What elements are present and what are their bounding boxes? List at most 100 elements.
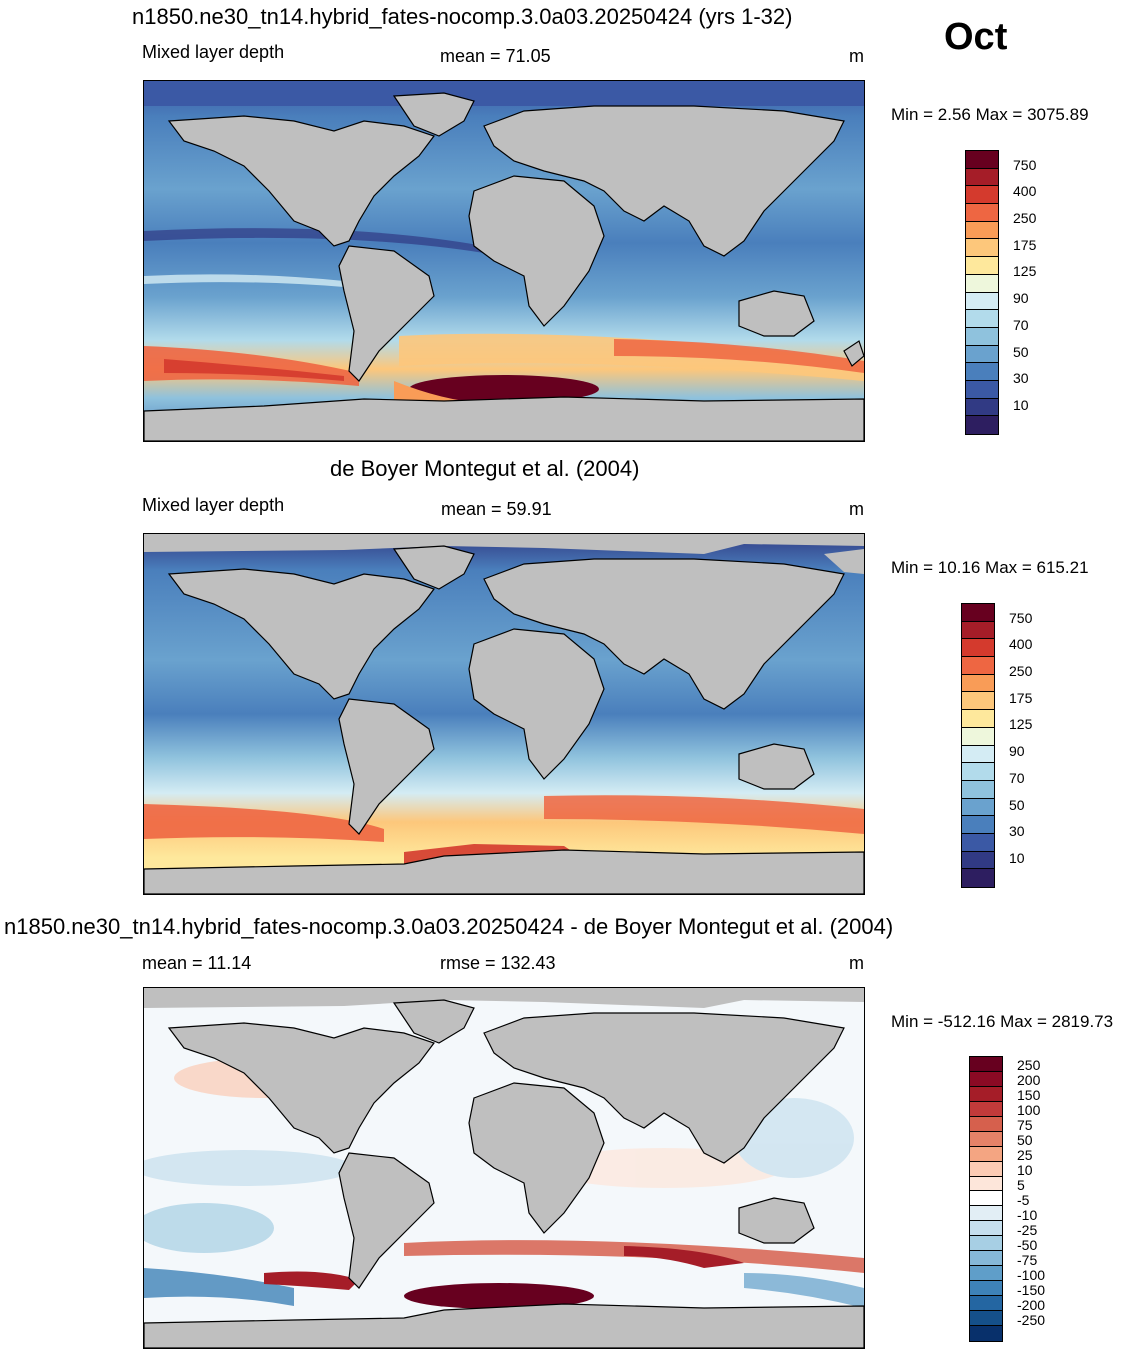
colorbar-box [962,833,994,852]
colorbar-box [962,674,994,693]
colorbar-box [962,798,994,817]
colorbar-tick-label: 70 [1009,769,1025,786]
panel-2-units: m [849,499,864,519]
colorbar-box [962,604,994,622]
colorbar-tick-label: 250 [1013,210,1037,227]
colorbar-box [962,657,994,675]
panel-1-mean-label: mean = 71.05 [440,46,551,66]
colorbar-box [966,151,998,169]
colorbar-box [962,727,994,746]
panel-2-minmax: Min = 10.16 Max = 615.21 [891,558,1089,577]
colorbar-box [970,1236,1002,1252]
colorbar-box [970,1281,1002,1296]
colorbar-box [970,1191,1002,1207]
panel-2-map [143,533,865,895]
colorbar-tick-label: 125 [1009,716,1033,733]
colorbar-tick-label: 50 [1013,343,1029,360]
colorbar-box [966,310,998,328]
colorbar-tick-label: 90 [1013,290,1029,307]
colorbar-tick-label: 30 [1013,370,1029,387]
panel-3-rmse-label: rmse = 132.43 [440,953,556,973]
colorbar-box [962,692,994,711]
colorbar-tick-label: 400 [1009,636,1033,653]
colorbar-tick-label: 50 [1017,1132,1033,1149]
panel-2-colorbar-labels: 750 400 250 175 125 90 70 50 30 10 [1009,603,1069,886]
panel-1-colorbar [965,150,999,435]
colorbar-box [970,1131,1002,1147]
colorbar-box [962,639,994,658]
colorbar-box [966,345,998,364]
colorbar-tick-label: 175 [1009,689,1033,706]
colorbar-tick-label: -200 [1017,1296,1046,1313]
colorbar-box [962,745,994,764]
colorbar-box [962,780,994,799]
colorbar-box [970,1206,1002,1222]
colorbar-tick-label: 10 [1013,396,1029,413]
colorbar-box [966,257,998,275]
colorbar-tick-label: -5 [1017,1192,1030,1208]
panel-3-map [143,987,865,1349]
colorbar-tick-label: 75 [1017,1117,1033,1134]
colorbar-tick-label: 175 [1013,236,1037,253]
colorbar-box [970,1296,1002,1311]
colorbar-box [966,186,998,205]
colorbar-box [966,221,998,240]
colorbar-box [970,1310,1002,1326]
panel-3-colorbar [969,1056,1003,1342]
panel-2-title: de Boyer Montegut et al. (2004) [330,456,640,481]
colorbar-box [970,1325,1002,1341]
panel-2-land [144,534,864,894]
colorbar-box [970,1251,1002,1267]
colorbar-box [970,1176,1002,1192]
colorbar-tick-label: 10 [1009,849,1025,866]
panel-2-colorbar [961,603,995,888]
colorbar-box [970,1146,1002,1162]
colorbar-tick-label: 750 [1013,156,1037,173]
panel-3-mean-label: mean = 11.14 [142,953,252,973]
colorbar-box [962,621,994,640]
colorbar-tick-label: 200 [1017,1072,1041,1089]
colorbar-box [970,1116,1002,1132]
month-label: Oct [944,16,1008,58]
panel-2-variable-label: Mixed layer depth [142,495,285,515]
colorbar-box [970,1086,1002,1102]
colorbar-tick-label: 10 [1017,1162,1033,1179]
colorbar-tick-label: -25 [1017,1221,1038,1238]
panel-1-map-svg [144,81,864,441]
panel-3-land [144,988,864,1348]
colorbar-box [962,869,994,887]
colorbar-box [966,239,998,258]
panel-1-units: m [849,46,864,66]
panel-3-title: n1850.ne30_tn14.hybrid_fates-nocomp.3.0a… [4,914,894,939]
colorbar-box [970,1101,1002,1117]
colorbar-tick-label: 400 [1013,183,1037,200]
panel-2-mean-label: mean = 59.91 [441,499,552,519]
colorbar-box [962,851,994,870]
panel-3-colorbar-labels: 250 200 150 100 75 50 25 10 5 -5 -10 -25 -50 -75 -100-… [1017,1056,1077,1340]
panel-1-variable-label: Mixed layer depth [142,42,285,62]
colorbar-tick-label: 750 [1009,609,1033,626]
panel-3-minmax: Min = -512.16 Max = 2819.73 [891,1012,1114,1031]
colorbar-tick-label: 50 [1009,796,1025,813]
panel-1-minmax: Min = 2.56 Max = 3075.89 [891,105,1089,124]
panel-3-units: m [849,953,864,973]
colorbar-tick-label: -250 [1017,1311,1046,1328]
colorbar-tick-label: -10 [1017,1206,1038,1223]
colorbar-box [962,763,994,781]
panel-1-land [144,92,864,441]
colorbar-tick-label: 5 [1017,1177,1025,1194]
panel-2-map-svg [144,534,864,894]
colorbar-tick-label: 125 [1013,263,1037,280]
colorbar-box [970,1057,1002,1072]
colorbar-tick-label: -150 [1017,1281,1046,1298]
colorbar-tick-label: 70 [1013,316,1029,333]
colorbar-tick-label: 30 [1009,823,1025,840]
colorbar-tick-label: 90 [1009,743,1025,760]
colorbar-tick-label: -50 [1017,1236,1038,1253]
colorbar-box [962,710,994,728]
panel-1-colorbar-labels: 750 400 250 175 125 90 70 50 30 10 [1013,150,1073,433]
colorbar-box [966,292,998,311]
colorbar-box [970,1071,1002,1087]
colorbar-box [970,1221,1002,1237]
colorbar-tick-label: -100 [1017,1266,1046,1283]
